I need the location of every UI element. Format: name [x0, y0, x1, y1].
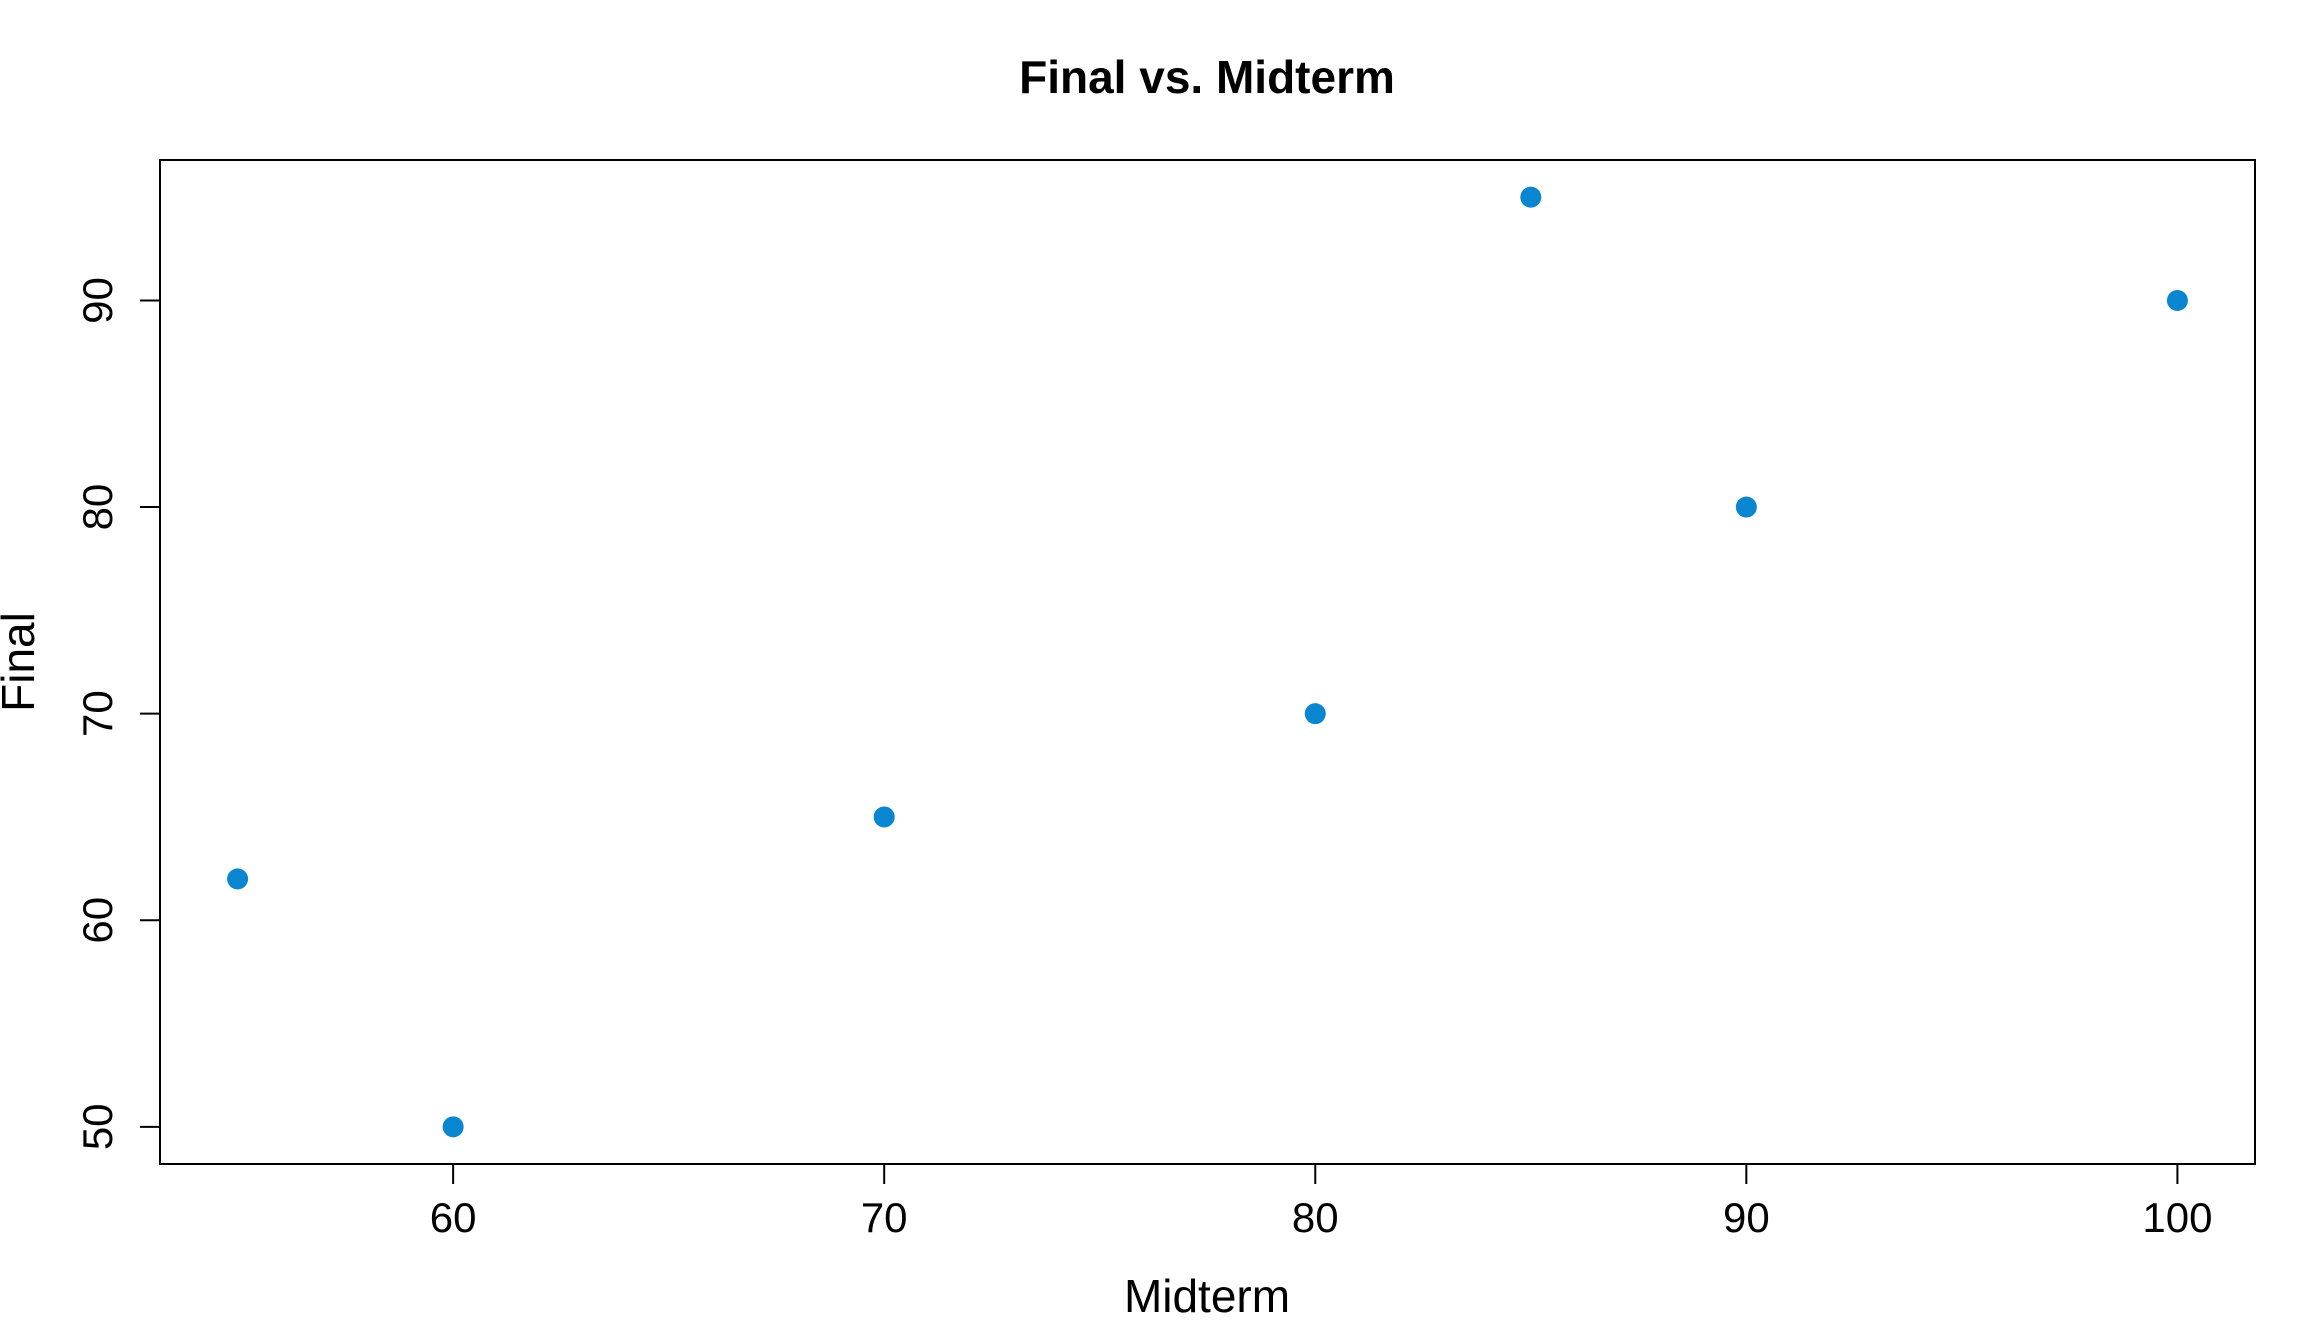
y-tick-label: 60	[74, 897, 121, 944]
data-point	[1304, 703, 1326, 725]
data-point	[873, 806, 895, 828]
plot-frame	[159, 159, 2256, 1165]
x-tick-label: 90	[1723, 1194, 1770, 1241]
data-point	[1520, 186, 1542, 208]
data-point	[1735, 496, 1757, 518]
chart-title: Final vs. Midterm	[1019, 51, 1395, 103]
y-axis-label: Final	[0, 612, 44, 712]
x-tick-label: 80	[1292, 1194, 1339, 1241]
x-axis-label: Midterm	[1124, 1270, 1290, 1322]
data-point	[442, 1116, 464, 1138]
data-point	[2166, 289, 2188, 311]
y-axis: 50 60 70 80 90	[74, 277, 161, 1150]
y-tick-label: 80	[74, 484, 121, 531]
x-tick-label: 100	[2142, 1194, 2212, 1241]
data-point	[227, 868, 249, 890]
y-tick-label: 50	[74, 1103, 121, 1150]
x-tick-label: 70	[861, 1194, 908, 1241]
x-axis: 60 70 80 90 100	[430, 1163, 2212, 1241]
y-tick-label: 90	[74, 277, 121, 324]
data-points	[227, 186, 2188, 1138]
x-tick-label: 60	[430, 1194, 477, 1241]
y-tick-label: 70	[74, 690, 121, 737]
